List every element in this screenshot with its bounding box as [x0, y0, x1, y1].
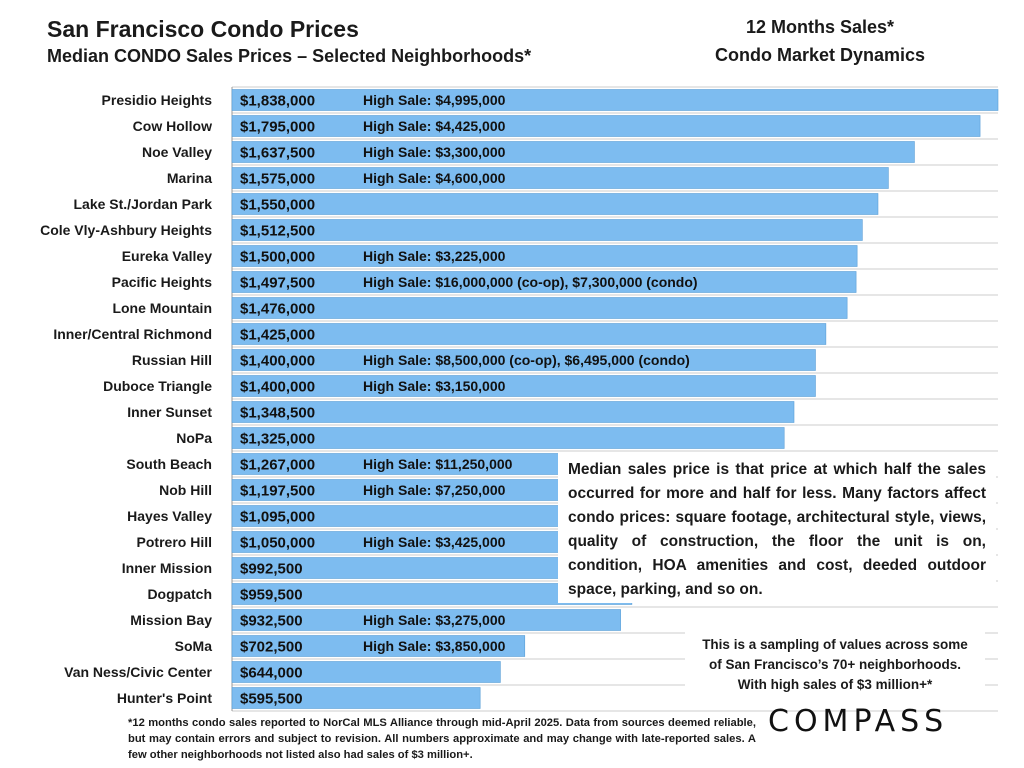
value-label: $1,425,000: [240, 327, 315, 344]
high-sale-annotation: High Sale: $3,850,000: [363, 638, 506, 654]
bar: [231, 687, 481, 709]
high-sale-annotation: High Sale: $3,275,000: [363, 612, 506, 628]
bar: [231, 271, 857, 293]
high-sale-annotation: High Sale: $4,600,000: [363, 170, 506, 186]
value-label: $1,637,500: [240, 145, 315, 162]
chart-title: San Francisco Condo Prices: [47, 16, 359, 42]
category-label: Potrero Hill: [137, 534, 212, 550]
bar: [231, 661, 501, 683]
bar: [231, 115, 981, 137]
compass-logo: COMPASS: [768, 704, 949, 739]
high-sale-annotation: High Sale: $11,250,000: [363, 456, 513, 472]
high-sale-annotation: High Sale: $3,225,000: [363, 248, 506, 264]
value-label: $1,267,000: [240, 457, 315, 474]
high-sale-annotation: High Sale: $7,250,000: [363, 482, 506, 498]
bar: [231, 141, 915, 163]
high-sale-annotation: High Sale: $8,500,000 (co-op), $6,495,00…: [363, 352, 690, 368]
category-label: Eureka Valley: [122, 248, 213, 264]
sampling-line-1: This is a sampling of values across some: [702, 637, 968, 652]
bar: [231, 167, 889, 189]
category-label: Marina: [167, 170, 212, 186]
sampling-line-2: of San Francisco’s 70+ neighborhoods.: [709, 657, 961, 672]
category-label: Hunter's Point: [117, 690, 212, 706]
value-label: $1,476,000: [240, 301, 315, 318]
value-label: $1,348,500: [240, 405, 315, 422]
value-label: $1,500,000: [240, 249, 315, 266]
high-sale-annotation: High Sale: $3,300,000: [363, 144, 506, 160]
category-label: Mission Bay: [130, 612, 212, 628]
bar: [231, 219, 863, 241]
value-label: $1,400,000: [240, 379, 315, 396]
high-sale-annotation: High Sale: $4,425,000: [363, 118, 506, 134]
category-label: Cole Vly-Ashbury Heights: [40, 222, 212, 238]
sampling-note: This is a sampling of values across some…: [685, 630, 985, 700]
category-label: Presidio Heights: [102, 92, 213, 108]
category-label: Inner Sunset: [127, 404, 212, 420]
value-label: $959,500: [240, 587, 303, 604]
bar: [231, 193, 879, 215]
category-label: South Beach: [126, 456, 212, 472]
bar: [231, 635, 526, 657]
value-label: $1,838,000: [240, 93, 315, 110]
bar: [231, 609, 621, 631]
category-label: Lone Mountain: [112, 300, 212, 316]
bars-layer: [231, 89, 999, 709]
category-label: SoMa: [175, 638, 213, 654]
bar: [231, 323, 827, 345]
category-label: Noe Valley: [142, 144, 212, 160]
high-sale-annotation: High Sale: $3,425,000: [363, 534, 506, 550]
value-label: $595,500: [240, 691, 303, 708]
value-label: $644,000: [240, 665, 303, 682]
value-label: $1,575,000: [240, 171, 315, 188]
value-label: $1,550,000: [240, 197, 315, 214]
high-sale-annotation: High Sale: $4,995,000: [363, 92, 506, 108]
bar: [231, 349, 816, 371]
bar: [231, 89, 999, 111]
high-sale-annotation: High Sale: $3,150,000: [363, 378, 506, 394]
value-label: $1,197,500: [240, 483, 315, 500]
value-label: $992,500: [240, 561, 303, 578]
value-label: $1,512,500: [240, 223, 315, 240]
high-sale-annotation: High Sale: $16,000,000 (co-op), $7,300,0…: [363, 274, 698, 290]
category-label: NoPa: [176, 430, 212, 446]
category-label: Van Ness/Civic Center: [64, 664, 212, 680]
category-label: Pacific Heights: [112, 274, 213, 290]
category-label: Hayes Valley: [127, 508, 212, 524]
value-label: $1,400,000: [240, 353, 315, 370]
category-label: Duboce Triangle: [103, 378, 212, 394]
category-label: Dogpatch: [147, 586, 212, 602]
value-label: $1,497,500: [240, 275, 315, 292]
footnote: *12 months condo sales reported to NorCa…: [128, 717, 756, 761]
value-label: $932,500: [240, 613, 303, 630]
bar: [231, 427, 785, 449]
bar: [231, 375, 816, 397]
labels-layer: Presidio Heights $1,838,000 High Sale: $4,…: [40, 92, 698, 708]
value-label: $702,500: [240, 639, 303, 656]
median-explanation-note: Median sales price is that price at whic…: [558, 453, 996, 603]
value-label: $1,325,000: [240, 431, 315, 448]
chart-subtitle: Median CONDO Sales Prices – Selected Nei…: [47, 46, 532, 66]
bar: [231, 245, 858, 267]
bar: [231, 401, 795, 423]
right-title-dynamics: Condo Market Dynamics: [714, 45, 926, 65]
bar: [231, 297, 848, 319]
right-title-period: 12 Months Sales*: [745, 17, 895, 37]
value-label: $1,050,000: [240, 535, 315, 552]
value-label: $1,795,000: [240, 119, 315, 136]
category-label: Nob Hill: [159, 482, 212, 498]
category-label: Cow Hollow: [133, 118, 212, 134]
sampling-line-3: With high sales of $3 million+*: [737, 677, 933, 692]
category-label: Russian Hill: [132, 352, 212, 368]
category-label: Inner Mission: [122, 560, 212, 576]
category-label: Lake St./Jordan Park: [73, 196, 212, 212]
value-label: $1,095,000: [240, 509, 315, 526]
category-label: Inner/Central Richmond: [53, 326, 212, 342]
